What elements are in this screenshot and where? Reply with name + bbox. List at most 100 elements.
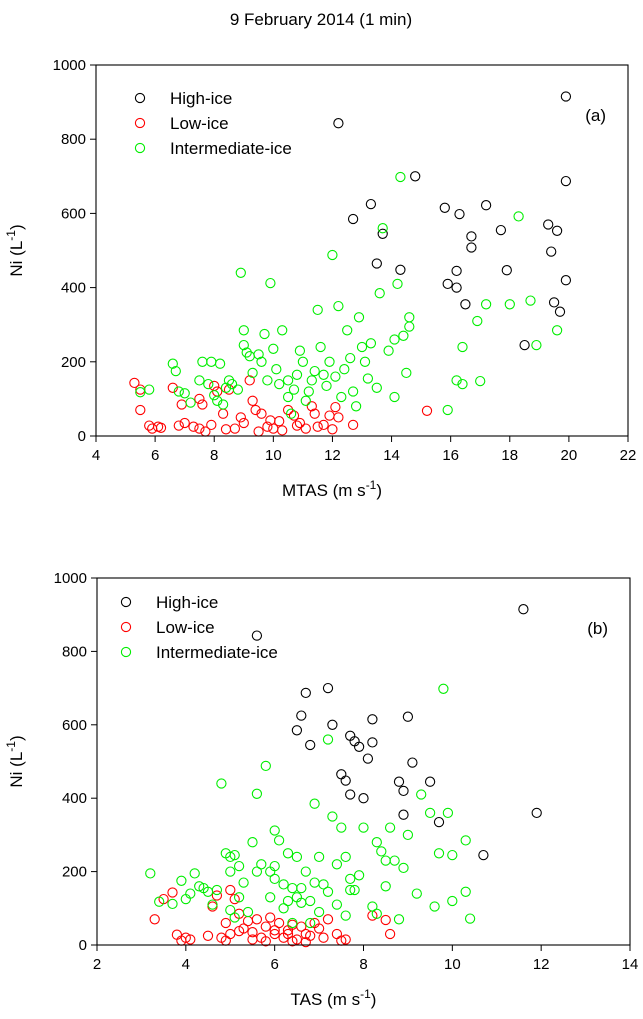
data-point-b-s2 xyxy=(269,860,280,872)
data-point-b-s2 xyxy=(376,846,387,857)
data-point-a-s2 xyxy=(324,356,335,367)
data-point-b-s2 xyxy=(265,892,276,903)
data-point-b-s0 xyxy=(398,785,409,797)
y-tick-label-a: 0 xyxy=(78,428,86,445)
figure-title: 9 February 2014 (1 min) xyxy=(230,10,412,29)
x-tick-label-b: 12 xyxy=(533,956,550,973)
data-point-b-s2 xyxy=(251,866,263,877)
panel-b-points xyxy=(145,604,542,948)
data-point-b-s0 xyxy=(433,816,445,828)
data-point-b-s2 xyxy=(416,789,427,800)
data-point-b-s2 xyxy=(327,811,338,822)
data-point-b-s2 xyxy=(371,837,382,848)
data-point-a-s2 xyxy=(285,408,297,419)
data-point-b-s2 xyxy=(380,855,391,866)
data-point-a-s1 xyxy=(288,410,300,421)
data-point-b-s2 xyxy=(233,892,245,903)
data-point-a-s2 xyxy=(389,391,400,403)
data-point-a-s0 xyxy=(519,339,530,351)
data-point-a-s1 xyxy=(135,404,146,416)
data-point-b-s1 xyxy=(225,884,236,896)
data-point-a-s2 xyxy=(282,375,294,386)
x-tick-label-a: 10 xyxy=(265,447,282,464)
data-point-b-s0 xyxy=(531,807,542,819)
data-point-a-s2 xyxy=(203,378,214,390)
x-tick-label-a: 20 xyxy=(561,447,578,464)
plot-frame-a xyxy=(95,64,629,437)
data-point-a-s2 xyxy=(365,338,377,349)
data-point-a-s1 xyxy=(188,421,199,432)
data-point-a-s0 xyxy=(377,228,388,239)
data-point-b-s2 xyxy=(340,910,351,921)
data-point-b-s1 xyxy=(233,925,245,937)
data-point-b-s0 xyxy=(367,737,378,748)
data-point-b-s2 xyxy=(340,851,351,863)
legend-marker-b-s2 xyxy=(120,646,132,658)
data-point-b-s2 xyxy=(424,807,436,819)
data-point-b-s1 xyxy=(322,914,334,925)
data-point-a-s2 xyxy=(274,378,285,390)
legend-a: High-ice Low-ice Intermediate-ice xyxy=(134,89,292,158)
data-point-a-s2 xyxy=(404,321,415,332)
data-point-a-s1 xyxy=(244,375,255,386)
data-point-a-s2 xyxy=(551,325,563,336)
legend-marker-a-s2 xyxy=(134,142,146,154)
x-tick-label-a: 14 xyxy=(383,447,400,464)
y-axis-label-b: Ni (L-1) xyxy=(4,735,26,787)
data-point-b-s2 xyxy=(225,904,236,916)
data-point-a-s1 xyxy=(229,423,241,434)
data-point-b-s2 xyxy=(411,888,422,899)
data-point-b-s2 xyxy=(296,882,307,894)
data-point-a-s1 xyxy=(220,424,232,435)
data-point-a-s2 xyxy=(265,277,276,289)
data-point-a-s1 xyxy=(250,404,261,416)
data-point-a-s0 xyxy=(551,225,563,236)
data-point-b-s1 xyxy=(269,925,280,936)
data-point-a-s0 xyxy=(451,282,462,293)
data-point-a-s1 xyxy=(262,421,273,432)
data-point-a-s2 xyxy=(214,358,226,369)
y-tick-label-a: 1000 xyxy=(53,57,86,74)
legend-label-a-s0: High-ice xyxy=(170,89,232,108)
data-point-b-s1 xyxy=(300,936,311,948)
data-point-b-s2 xyxy=(216,778,227,789)
data-point-b-s2 xyxy=(384,822,396,833)
data-point-a-s0 xyxy=(347,213,359,225)
data-point-a-s0 xyxy=(546,246,557,257)
data-point-a-s2 xyxy=(395,171,406,183)
data-point-b-s2 xyxy=(207,899,218,910)
data-point-b-s0 xyxy=(305,739,316,751)
data-point-a-s2 xyxy=(350,401,362,412)
x-tick-label-a: 8 xyxy=(210,447,218,464)
data-point-b-s1 xyxy=(265,912,276,923)
data-point-b-s2 xyxy=(464,913,476,924)
x-tick-label-b: 4 xyxy=(182,956,190,973)
data-point-b-s0 xyxy=(424,776,436,787)
data-point-a-s1 xyxy=(291,420,303,431)
x-tick-label-a: 18 xyxy=(501,447,518,464)
data-point-b-s2 xyxy=(358,822,369,833)
data-point-a-s0 xyxy=(365,198,377,210)
data-point-b-s2 xyxy=(287,882,298,894)
data-point-a-s2 xyxy=(513,211,524,222)
data-point-b-s0 xyxy=(362,753,374,764)
data-point-a-s2 xyxy=(457,378,468,390)
legend-marker-a-s1 xyxy=(134,117,146,129)
data-point-a-s0 xyxy=(554,306,566,317)
data-point-a-s0 xyxy=(333,118,344,129)
data-point-a-s2 xyxy=(291,369,303,380)
y-tick-label-b: 1000 xyxy=(54,570,87,587)
x-tick-label-b: 14 xyxy=(622,956,639,973)
data-point-a-s2 xyxy=(401,367,412,379)
data-point-b-s1 xyxy=(229,893,240,905)
y-tick-label-a: 600 xyxy=(61,205,86,222)
data-point-a-s2 xyxy=(235,267,246,278)
data-point-a-s2 xyxy=(282,391,294,403)
data-point-b-s0 xyxy=(353,741,365,752)
y-tick-label-b: 0 xyxy=(79,937,87,954)
data-point-a-s2 xyxy=(309,365,320,377)
data-point-b-s2 xyxy=(269,825,280,836)
data-point-b-s2 xyxy=(291,851,303,863)
data-point-a-s1 xyxy=(324,410,335,421)
